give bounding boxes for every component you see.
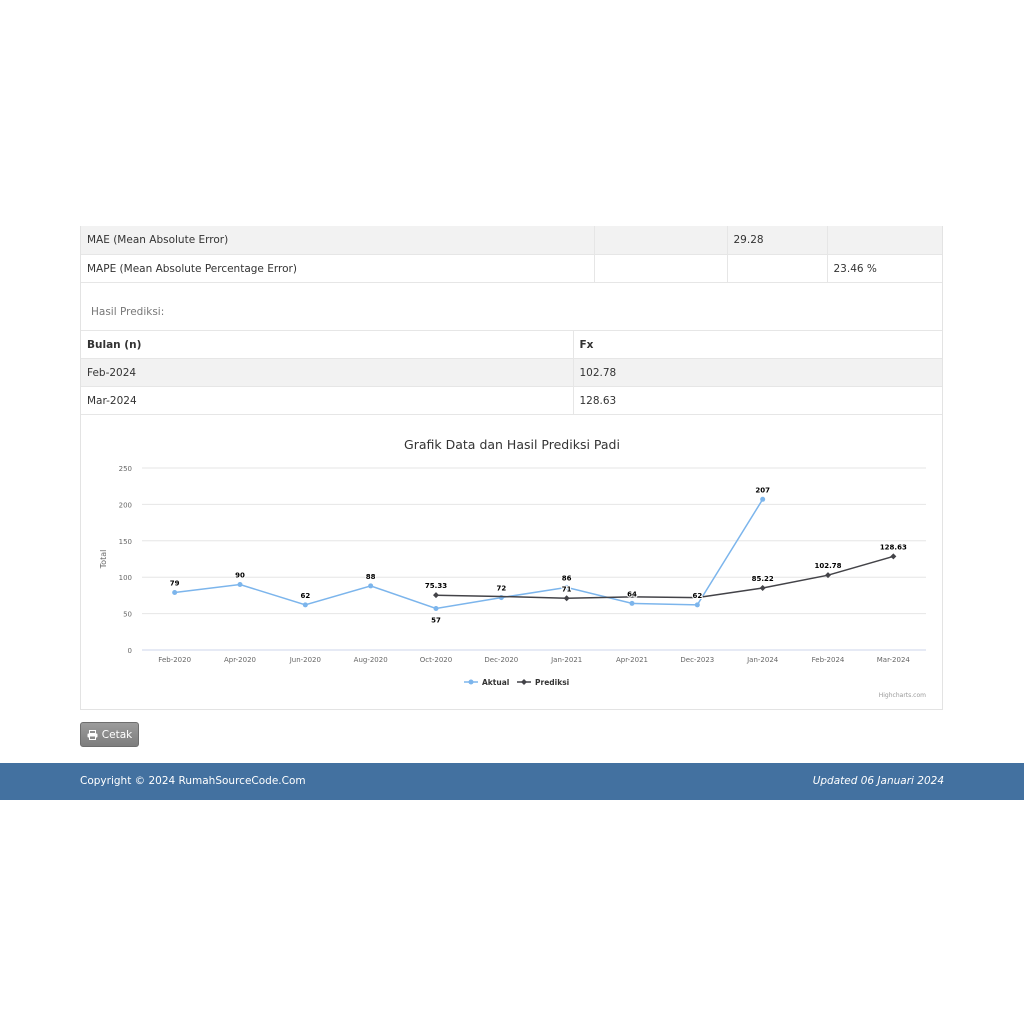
data-label: 128.63	[880, 543, 907, 551]
chart-series	[172, 496, 897, 612]
x-tick-label: Jun-2020	[289, 656, 321, 664]
x-tick-label: Dec-2020	[484, 656, 518, 664]
chart-credits[interactable]: Highcharts.com	[879, 692, 926, 699]
table-row: MAPE (Mean Absolute Percentage Error) 23…	[81, 254, 942, 283]
metric-cell	[594, 226, 728, 255]
x-tick-label: Feb-2024	[812, 656, 845, 664]
y-tick-label: 200	[119, 501, 132, 509]
metric-cell	[594, 254, 728, 283]
data-point	[629, 600, 635, 606]
month-cell: Feb-2024	[81, 358, 574, 387]
x-tick-label: Aug-2020	[354, 656, 388, 664]
column-header-month: Bulan (n)	[81, 330, 574, 359]
y-axis-title: Total	[99, 550, 108, 570]
data-point	[368, 583, 374, 589]
y-tick-label: 250	[119, 465, 132, 473]
data-point	[433, 592, 439, 599]
data-point	[694, 602, 700, 608]
x-tick-label: Apr-2021	[616, 656, 648, 664]
prediction-chart: Grafik Data dan Hasil Prediksi Padi Tota…	[81, 412, 942, 710]
fx-cell: 102.78	[573, 358, 942, 387]
print-button-label: Cetak	[101, 728, 133, 741]
series-line-aktual	[174, 498, 764, 610]
error-metrics-table: MAE (Mean Absolute Error) 29.28 MAPE (Me…	[81, 226, 942, 283]
x-tick-label: Mar-2024	[877, 656, 911, 664]
footer-copyright: Copyright © 2024 RumahSourceCode.Com	[80, 775, 306, 787]
metric-value: 23.46 %	[827, 254, 942, 283]
y-tick-label: 100	[119, 574, 132, 582]
data-point	[890, 553, 897, 560]
y-tick-label: 150	[119, 538, 132, 546]
data-labels: 79 90 62 88 57 72 86 64 62 207 75.33 71 85.22 102.78 1…	[169, 485, 908, 625]
printer-icon	[87, 729, 98, 740]
legend-marker	[521, 679, 527, 685]
table-row: MAE (Mean Absolute Error) 29.28	[81, 226, 942, 255]
data-point	[564, 584, 570, 590]
data-label: 57	[431, 617, 441, 625]
x-axis-labels: Feb-2020 Apr-2020 Jun-2020 Aug-2020 Oct-2020…	[158, 656, 910, 664]
y-tick-label: 50	[123, 611, 132, 619]
data-point	[825, 572, 831, 579]
metric-label: MAE (Mean Absolute Error)	[81, 226, 595, 255]
chart-svg: Grafik Data dan Hasil Prediksi Padi Tota…	[99, 437, 926, 699]
chart-legend[interactable]: Aktual Prediksi	[464, 678, 569, 687]
print-button[interactable]: Cetak	[80, 722, 139, 747]
metric-cell	[827, 226, 942, 255]
results-panel: MAE (Mean Absolute Error) 29.28 MAPE (Me…	[80, 226, 943, 710]
data-label: 88	[366, 573, 376, 581]
x-tick-label: Jan-2024	[746, 656, 779, 664]
data-label: 71	[562, 585, 572, 593]
data-label: 62	[300, 592, 310, 600]
y-tick-label: 0	[128, 647, 132, 655]
data-label: 62	[692, 592, 702, 600]
data-label: 207	[755, 486, 770, 494]
data-point	[433, 606, 439, 612]
legend-item-label[interactable]: Aktual	[482, 678, 509, 687]
data-label: 64	[627, 590, 637, 598]
prediction-section-label: Hasil Prediksi:	[91, 306, 165, 318]
metric-label: MAPE (Mean Absolute Percentage Error)	[81, 254, 595, 283]
x-tick-label: Feb-2020	[158, 656, 191, 664]
table-row: Mar-2024 128.63	[81, 386, 942, 415]
footer-updated: Updated 06 Januari 2024	[812, 775, 944, 787]
x-tick-label: Dec-2023	[680, 656, 714, 664]
data-point	[760, 496, 766, 502]
data-label: 75.33	[425, 582, 447, 590]
chart-title: Grafik Data dan Hasil Prediksi Padi	[404, 437, 620, 452]
x-tick-label: Apr-2020	[224, 656, 256, 664]
metric-value: 29.28	[727, 226, 828, 255]
month-cell: Mar-2024	[81, 386, 574, 415]
x-tick-label: Jan-2021	[550, 656, 582, 664]
metric-cell	[727, 254, 828, 283]
data-point	[759, 584, 766, 591]
prediction-table: Bulan (n) Fx Feb-2024 102.78 Mar-2024 12…	[81, 330, 942, 415]
data-point	[237, 581, 243, 587]
data-point	[172, 589, 178, 595]
data-label: 90	[235, 571, 245, 579]
data-label: 86	[562, 574, 572, 582]
table-row: Feb-2024 102.78	[81, 358, 942, 387]
chart-grid: 0 50 100 150 200 250	[119, 465, 926, 655]
data-label: 102.78	[814, 562, 841, 570]
data-point	[563, 595, 570, 602]
data-label: 79	[170, 579, 180, 587]
footer: Copyright © 2024 RumahSourceCode.Com Upd…	[0, 763, 1024, 800]
x-tick-label: Oct-2020	[420, 656, 452, 664]
data-point	[302, 602, 308, 608]
series-line-prediksi	[435, 555, 894, 600]
data-label: 72	[496, 585, 506, 593]
table-header-row: Bulan (n) Fx	[81, 330, 942, 359]
legend-marker	[468, 679, 474, 685]
fx-cell: 128.63	[573, 386, 942, 415]
data-label: 85.22	[752, 575, 774, 583]
legend-item-label[interactable]: Prediksi	[535, 678, 569, 687]
column-header-fx: Fx	[573, 330, 942, 359]
